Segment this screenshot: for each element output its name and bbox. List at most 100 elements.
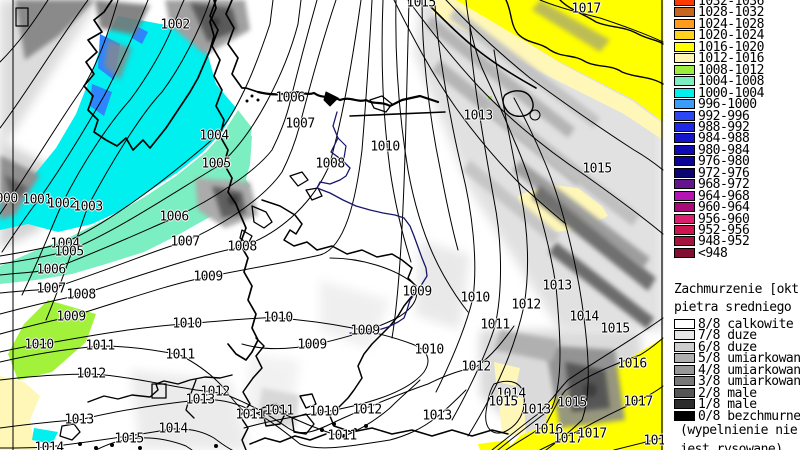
isobar-label: 1004 [50, 236, 80, 252]
isobar-label: 1008 [66, 287, 96, 303]
fill-paleyellow-1012-1016 [0, 376, 40, 450]
isobar-label: 1012 [352, 402, 382, 418]
isobar-label: 1010 [309, 404, 339, 420]
pressure-range-label: 1024-1028 [698, 16, 764, 32]
pressure-swatch [674, 41, 695, 52]
pressure-swatch [674, 247, 695, 258]
pressure-swatch [674, 156, 695, 167]
isobar-label: 1009 [297, 337, 327, 353]
cloud-swatch [674, 376, 695, 387]
cloud-scale-label: 1/8 male [698, 397, 757, 413]
isobar-label: 1015 [488, 394, 518, 410]
pressure-swatch [674, 99, 695, 110]
pressure-range-label: 1004-1008 [698, 74, 764, 90]
isobar-label: 1011 [235, 407, 265, 423]
cloud-swatch [674, 319, 695, 329]
isobar-label: 1013 [542, 278, 572, 294]
isobar-label: 1015 [582, 161, 612, 177]
pressure-swatch [674, 213, 695, 224]
isobar-label: 1010 [172, 316, 202, 332]
pressure-range-label: 972-976 [698, 165, 750, 181]
pressure-swatch [674, 110, 695, 121]
isobar-label: 1005 [54, 244, 84, 260]
pressure-range-label: 964-968 [698, 188, 750, 204]
pressure-range-label: <948 [698, 245, 728, 261]
fill-green-1008-1012 [8, 300, 96, 380]
isobar-label: 1015 [114, 431, 144, 447]
pressure-swatch [674, 30, 695, 41]
pressure-range-label: 1000-1004 [698, 85, 764, 101]
isobar-label: 1008 [315, 156, 345, 172]
isobar-label: 1011 [85, 338, 115, 354]
isobar-label: 1001 [22, 192, 52, 208]
isobar-label: 1017 [577, 426, 607, 442]
cloud-swatch [674, 353, 695, 364]
isobar-label: 1009 [350, 323, 380, 339]
pressure-range-label: 984-988 [698, 131, 750, 147]
cloud-scale-label: 5/8 umiarkowane [698, 351, 800, 367]
isobar-label: 1011 [264, 403, 294, 419]
cloud-swatch [674, 410, 695, 421]
coastlines [15, 0, 534, 450]
isobar-label: 1014 [158, 421, 188, 437]
isobar-label: 1009 [193, 269, 223, 285]
isobar-label: 1013 [422, 408, 452, 424]
fill-aqua-1004-1008 [0, 110, 252, 284]
pressure-range-label: 968-972 [698, 177, 750, 193]
isobar-label: 1010 [263, 310, 293, 326]
pressure-range-label: 996-1000 [698, 97, 757, 113]
isobar-label: 1005 [201, 156, 231, 172]
pressure-range-label: 988-992 [698, 119, 750, 135]
isobar-label: 1009 [402, 284, 432, 300]
pressure-swatch [674, 179, 695, 190]
fill-aqua-1004-1008 [228, 130, 252, 196]
fill-paleyellow-1012-1016 [494, 362, 520, 386]
cloud-scale-label: 0/8 bezchmurne [698, 408, 800, 424]
pressure-range-label: 976-980 [698, 154, 750, 170]
border-lines [12, 0, 664, 450]
weather-map [0, 0, 664, 450]
pressure-swatch [674, 202, 695, 213]
river-border-navy [316, 111, 428, 335]
pressure-range-label: 960-964 [698, 200, 750, 216]
cloud-swatch [674, 387, 695, 398]
isobar-label: 1017 [623, 394, 653, 410]
cloud-swatch [674, 330, 695, 341]
isobar-label: 1013 [463, 108, 493, 124]
isobar-label: 1011 [165, 347, 195, 363]
isobar-label: 1007 [170, 234, 200, 250]
pressure-swatch [674, 18, 695, 29]
isobar-label: 1000 [0, 191, 18, 207]
pressure-swatch [674, 167, 695, 178]
legend-note-line1: (wypelnienie nie [680, 423, 798, 438]
legend-panel: 1032-1036 1028-1032 1024-1028 1020-1024 1016… [664, 0, 800, 450]
pressure-range-label: 1016-1020 [698, 39, 764, 55]
pressure-swatch [674, 76, 695, 87]
isobar-label: 1010 [414, 342, 444, 358]
fill-cyan-1000-1004 [32, 428, 58, 444]
isobar-label: 1013 [521, 402, 551, 418]
cloud-scale-label: 4/8 umiarkowane [698, 362, 800, 378]
cloud-swatch [674, 399, 695, 410]
isobar-label: 1017 [553, 431, 583, 447]
isobar-label: 1012 [461, 359, 491, 375]
isobar-label: 1011 [327, 428, 357, 444]
pressure-swatch [674, 121, 695, 132]
pressure-swatch [674, 133, 695, 144]
cloud-legend-subtitle: pietra sredniego [674, 300, 792, 315]
cloud-swatch [674, 341, 695, 352]
pressure-swatch [674, 144, 695, 155]
isobar-label: 1008 [227, 239, 257, 255]
isobar-label: 1006 [36, 262, 66, 278]
isobar-label: 1014 [569, 309, 599, 325]
pressure-swatch [674, 225, 695, 235]
isobar-label: 1007 [36, 281, 66, 297]
isobar-label: 1006 [275, 90, 305, 106]
isobar-label: 1002 [47, 196, 77, 212]
cloud-legend-title: Zachmurzenie [okt] [674, 282, 800, 297]
isobar-label: 1016 [533, 422, 563, 438]
legend-note-line2: jest rysowane) [680, 442, 783, 450]
pressure-swatch [674, 53, 695, 64]
cloud-scale-label: 7/8 duze [698, 328, 757, 344]
isobar-label: 1010 [370, 139, 400, 155]
